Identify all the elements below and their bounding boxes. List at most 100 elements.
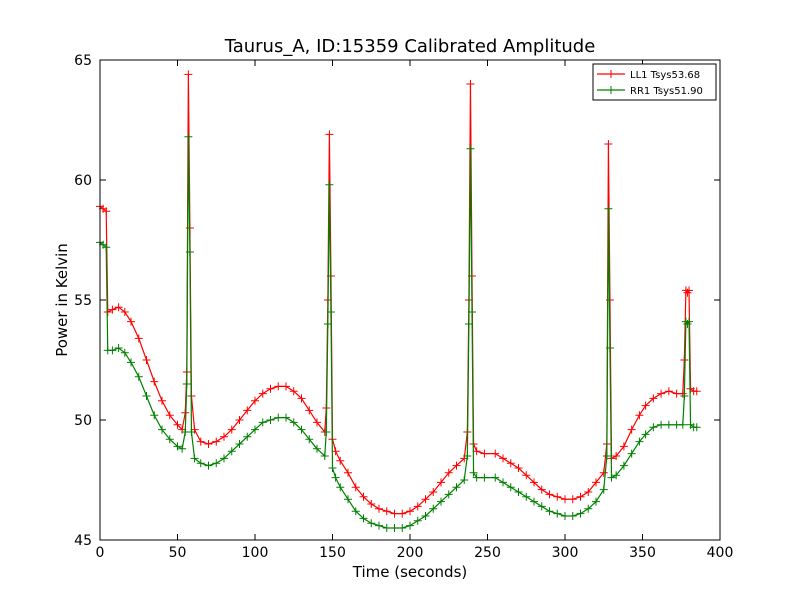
series-1-point-45 [344, 495, 352, 504]
series-1-point-58 [444, 490, 453, 499]
series-1-point-23 [212, 459, 221, 468]
series-1-point-11 [158, 425, 166, 434]
series-1-point-14 [178, 444, 187, 453]
series-1-point-28 [251, 425, 259, 434]
series-1-point-36 [313, 444, 321, 453]
series-1-point-18 [185, 248, 194, 256]
x-tick-label-3: 150 [319, 545, 346, 561]
series-1-point-89 [627, 449, 636, 458]
series-1-point-56 [429, 504, 438, 513]
series-1-point-81 [592, 497, 600, 506]
series-1-point-27 [243, 432, 252, 441]
series-1-point-47 [359, 514, 368, 523]
series-1-point-26 [235, 440, 244, 448]
series-0-point-51 [390, 509, 399, 518]
series-0-point-2 [102, 207, 111, 216]
series-1-point-92 [649, 423, 658, 432]
series-1-point-60 [460, 476, 469, 484]
y-tick-label-4: 65 [74, 53, 92, 69]
series-0-point-23 [212, 437, 221, 446]
series-0-point-82 [599, 468, 608, 477]
series-0-point-12 [165, 411, 174, 420]
series-0-point-72 [522, 471, 531, 480]
series-0-point-80 [584, 488, 593, 496]
series-0-point-52 [398, 509, 407, 518]
series-1-point-84 [604, 204, 613, 213]
series-0-point-53 [406, 507, 414, 516]
series-1-point-66 [472, 473, 481, 482]
series-0-point-28 [251, 396, 259, 405]
series-1-point-50 [382, 524, 391, 532]
series-0-point-57 [437, 478, 445, 487]
series-0-point-7 [127, 317, 135, 326]
series-0-point-5 [114, 303, 123, 312]
series-1-point-6 [120, 348, 129, 357]
series-1-point-103 [692, 423, 701, 432]
series-1-point-12 [165, 435, 174, 444]
series-1-point-21 [196, 459, 205, 468]
series-1-point-55 [421, 512, 430, 520]
series-0-point-29 [258, 389, 267, 398]
series-1-point-20 [190, 454, 199, 463]
legend-box [592, 63, 717, 101]
series-1-point-5 [114, 344, 123, 352]
series-0-point-70 [506, 459, 515, 468]
series-1-point-8 [134, 372, 143, 381]
series-1-point-42 [328, 464, 337, 472]
series-0-point-10 [150, 377, 159, 386]
x-axis-label: Time (seconds) [352, 563, 468, 581]
x-tick-label-5: 250 [474, 545, 501, 561]
series-1-point-39 [323, 320, 332, 328]
series-1-point-44 [336, 483, 345, 492]
series-0-point-35 [305, 406, 314, 415]
y-tick-label-0: 45 [74, 533, 92, 549]
series-0-point-71 [514, 464, 523, 472]
series-1-point-16 [182, 380, 191, 388]
series-1-point-97 [680, 392, 689, 400]
x-tick-label-7: 350 [629, 545, 656, 561]
series-0-point-100 [685, 286, 693, 295]
series-0-point-84 [604, 140, 613, 148]
series-0-point-45 [344, 468, 352, 477]
series-0-point-49 [375, 504, 383, 513]
y-tick-label-2: 55 [74, 293, 92, 309]
series-0-point-68 [491, 449, 500, 458]
series-1-point-82 [599, 485, 608, 494]
series-0-point-13 [173, 420, 182, 429]
series-1-point-10 [150, 411, 159, 420]
series-1-point-41 [326, 308, 335, 316]
legend-label-1: RR1 Tsys51.90 [630, 86, 703, 97]
x-tick-label-4: 200 [397, 545, 424, 561]
series-0-point-56 [429, 488, 438, 496]
series-1-point-72 [522, 492, 531, 501]
series-0-point-74 [537, 485, 546, 494]
legend-label-0: LL1 Tsys53.68 [630, 70, 700, 81]
series-1-point-86 [607, 473, 616, 482]
series-1-point-43 [331, 473, 340, 482]
series-1-point-35 [305, 435, 314, 444]
series-0-point-48 [367, 500, 376, 508]
series-0-point-79 [576, 492, 585, 501]
series-1-point-91 [641, 430, 650, 439]
series-0-point-24 [220, 432, 228, 441]
legend-marker-0 [607, 70, 615, 78]
series-0-point-43 [331, 447, 340, 456]
series-1-point-77 [561, 512, 569, 520]
series-0-point-66 [472, 447, 481, 456]
series-1-point-75 [545, 507, 554, 516]
y-tick-label-1: 50 [74, 413, 92, 429]
series-0-point-63 [466, 80, 475, 88]
series-0-point-78 [568, 495, 577, 504]
x-tick-label-2: 100 [242, 545, 269, 561]
series-0-point-21 [196, 437, 205, 446]
series-0-point-33 [289, 387, 298, 396]
series-0-point-54 [413, 502, 422, 511]
series-1-point-94 [664, 420, 673, 429]
series-0-point-22 [204, 440, 213, 448]
series-0-point-103 [692, 387, 701, 396]
series-1-point-32 [282, 413, 290, 422]
series-1-point-76 [553, 509, 562, 518]
series-0-point-9 [142, 356, 151, 364]
series-1-point-2 [102, 243, 111, 252]
